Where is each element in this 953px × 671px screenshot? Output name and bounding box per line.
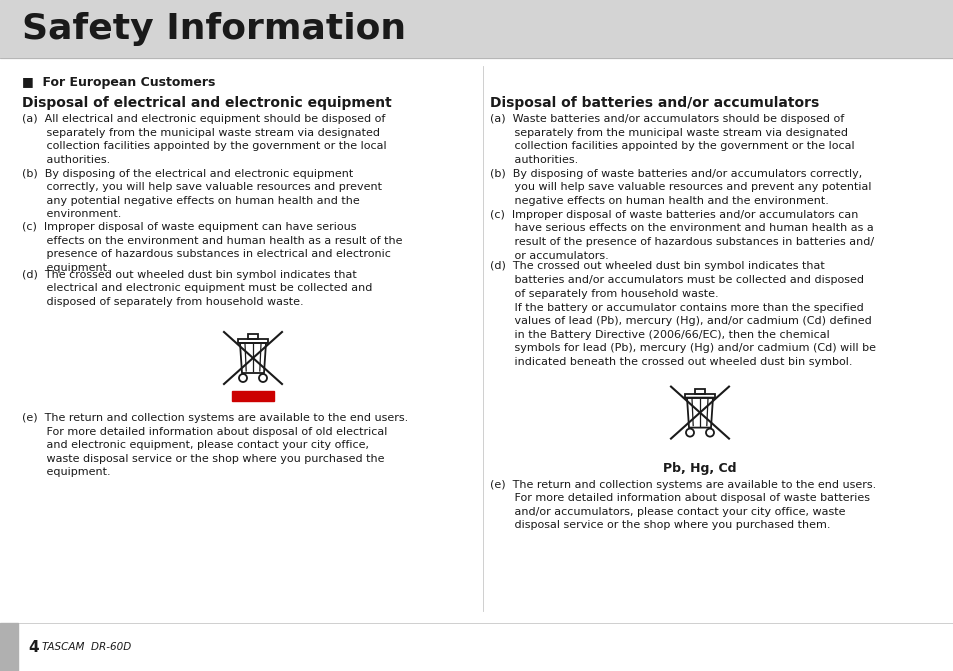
Text: 4: 4: [28, 639, 38, 654]
Text: (a)  All electrical and electronic equipment should be disposed of
       separa: (a) All electrical and electronic equipm…: [22, 114, 386, 165]
Bar: [0, 623, 18, 671]
Text: Disposal of batteries and/or accumulators: Disposal of batteries and/or accumulator…: [490, 96, 819, 110]
Bar: [232, 391, 274, 401]
Text: (e)  The return and collection systems are available to the end users.
       Fo: (e) The return and collection systems ar…: [22, 413, 408, 477]
Text: (d)  The crossed out wheeled dust bin symbol indicates that
       electrical an: (d) The crossed out wheeled dust bin sym…: [22, 270, 372, 307]
Text: (b)  By disposing of the electrical and electronic equipment
       correctly, y: (b) By disposing of the electrical and e…: [22, 168, 381, 219]
Text: (c)  Improper disposal of waste batteries and/or accumulators can
       have se: (c) Improper disposal of waste batteries…: [490, 210, 873, 260]
Text: Disposal of electrical and electronic equipment: Disposal of electrical and electronic eq…: [22, 96, 392, 110]
Text: ■  For European Customers: ■ For European Customers: [22, 76, 215, 89]
Text: Pb, Hg, Cd: Pb, Hg, Cd: [662, 462, 736, 474]
Text: (a)  Waste batteries and/or accumulators should be disposed of
       separately: (a) Waste batteries and/or accumulators …: [490, 114, 854, 165]
Bar: [0, 0, 953, 58]
Text: (b)  By disposing of waste batteries and/or accumulators correctly,
       you w: (b) By disposing of waste batteries and/…: [490, 168, 871, 206]
Text: Safety Information: Safety Information: [22, 12, 406, 46]
Text: (c)  Improper disposal of waste equipment can have serious
       effects on the: (c) Improper disposal of waste equipment…: [22, 222, 402, 273]
Text: (e)  The return and collection systems are available to the end users.
       Fo: (e) The return and collection systems ar…: [490, 480, 876, 530]
Text: TASCAM  DR-60D: TASCAM DR-60D: [42, 642, 132, 652]
Text: (d)  The crossed out wheeled dust bin symbol indicates that
       batteries and: (d) The crossed out wheeled dust bin sym…: [490, 262, 863, 299]
Text: If the battery or accumulator contains more than the specified
       values of : If the battery or accumulator contains m…: [490, 303, 875, 367]
